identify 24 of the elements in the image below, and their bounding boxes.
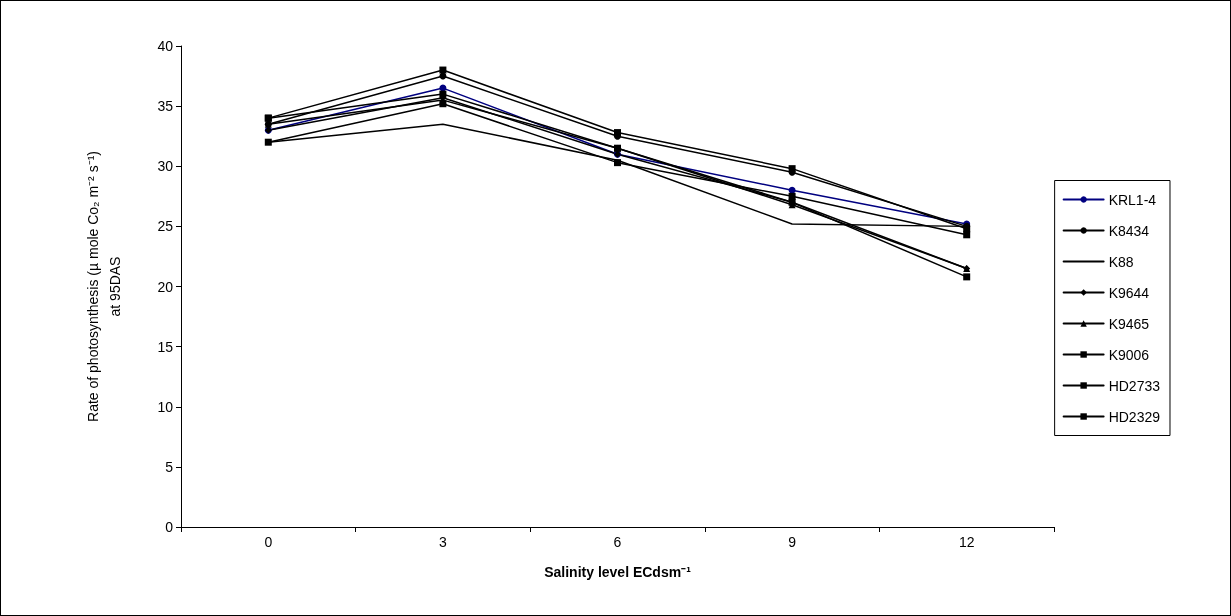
y-tick-label: 20	[157, 278, 174, 295]
x-tick-label: 9	[788, 534, 797, 550]
y-tick-label: 25	[157, 218, 174, 235]
legend-label: K8434	[1108, 222, 1150, 239]
y-tick-label: 0	[165, 519, 174, 535]
x-tick-label: 6	[613, 534, 622, 550]
y-tick-label: 5	[165, 458, 174, 475]
x-tick-label: 3	[439, 534, 447, 550]
legend-label: HD2329	[1108, 408, 1161, 425]
x-tick-label: 0	[264, 534, 273, 550]
y-tick-label: 15	[157, 338, 174, 355]
legend-label: K9465	[1108, 315, 1150, 332]
y-tick-label: 40	[157, 38, 174, 54]
legend-label: KRL1-4	[1108, 191, 1157, 208]
legend-label: K9006	[1108, 346, 1150, 363]
x-axis-title: Salinity level ECdsm⁻¹	[544, 564, 692, 580]
legend-label: K9644	[1108, 284, 1150, 301]
y-tick-label: 30	[157, 158, 174, 175]
x-tick-label: 12	[958, 534, 975, 550]
y-tick-label: 35	[157, 98, 174, 115]
y-axis-title: Rate of photosynthesis (µ mole Co₂ m⁻² s⁻¹) at 95DAS	[85, 151, 123, 422]
legend-label: K88	[1108, 253, 1134, 270]
legend-label: HD2733	[1108, 377, 1161, 394]
y-tick-label: 10	[157, 398, 174, 415]
